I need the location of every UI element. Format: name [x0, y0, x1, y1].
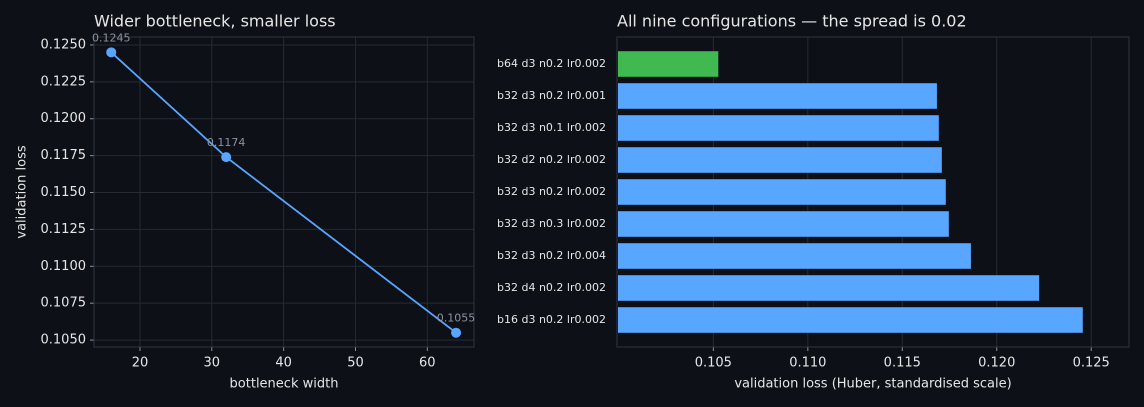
y-tick-label: b32 d3 n0.2 lr0.001	[497, 89, 606, 102]
y-tick-label: 0.1175	[41, 148, 87, 163]
chart-title: Wider bottleneck, smaller loss	[94, 12, 336, 31]
x-tick-label: 0.120	[978, 356, 1015, 371]
y-tick-label: b32 d3 n0.2 lr0.004	[497, 249, 606, 262]
bar	[618, 211, 949, 237]
bar	[618, 115, 939, 141]
y-axis-label: validation loss	[15, 145, 30, 238]
y-tick-label: 0.1200	[41, 111, 87, 126]
x-tick-label: 0.115	[884, 356, 921, 371]
bar	[618, 307, 1083, 333]
y-tick-label: b32 d3 n0.3 lr0.002	[497, 217, 606, 230]
x-tick-label: 20	[132, 356, 149, 371]
x-tick-label: 60	[419, 356, 436, 371]
x-tick-label: 0.105	[695, 356, 732, 371]
x-tick-label: 30	[204, 356, 221, 371]
value-label: 0.1055	[437, 312, 476, 325]
bar	[618, 51, 719, 77]
plot-frame	[616, 36, 1130, 348]
y-tick-label: b32 d3 n0.1 lr0.002	[497, 121, 606, 134]
plot-frame	[93, 36, 475, 348]
y-tick-label: 0.1150	[41, 185, 87, 200]
value-label: 0.1174	[207, 136, 246, 149]
y-tick-label: b16 d3 n0.2 lr0.002	[497, 313, 606, 326]
y-tick-label: b64 d3 n0.2 lr0.002	[497, 57, 606, 70]
bar	[618, 243, 971, 269]
y-tick-label: 0.1250	[41, 37, 87, 52]
y-tick-label: 0.1050	[41, 333, 87, 348]
bar	[618, 275, 1040, 301]
chart-title: All nine configurations — the spread is …	[617, 12, 967, 31]
y-tick-label: 0.1100	[41, 259, 87, 274]
y-tick-label: b32 d3 n0.2 lr0.002	[497, 185, 606, 198]
x-axis-label: validation loss (Huber, standardised sca…	[734, 377, 1011, 392]
point	[451, 327, 462, 338]
bar	[618, 147, 942, 173]
x-tick-label: 50	[347, 356, 364, 371]
y-tick-label: 0.1075	[41, 296, 87, 311]
bar	[618, 179, 946, 205]
x-tick-label: 40	[275, 356, 292, 371]
x-tick-label: 0.125	[1073, 356, 1110, 371]
y-tick-label: 0.1125	[41, 222, 87, 237]
x-axis-label: bottleneck width	[230, 377, 339, 392]
point	[221, 152, 232, 163]
y-tick-label: 0.1225	[41, 74, 87, 89]
point	[106, 47, 117, 58]
x-tick-label: 0.110	[789, 356, 826, 371]
bar	[618, 83, 937, 109]
y-tick-label: b32 d4 n0.2 lr0.002	[497, 281, 606, 294]
value-label: 0.1245	[92, 31, 131, 44]
y-tick-label: b32 d2 n0.2 lr0.002	[497, 153, 606, 166]
